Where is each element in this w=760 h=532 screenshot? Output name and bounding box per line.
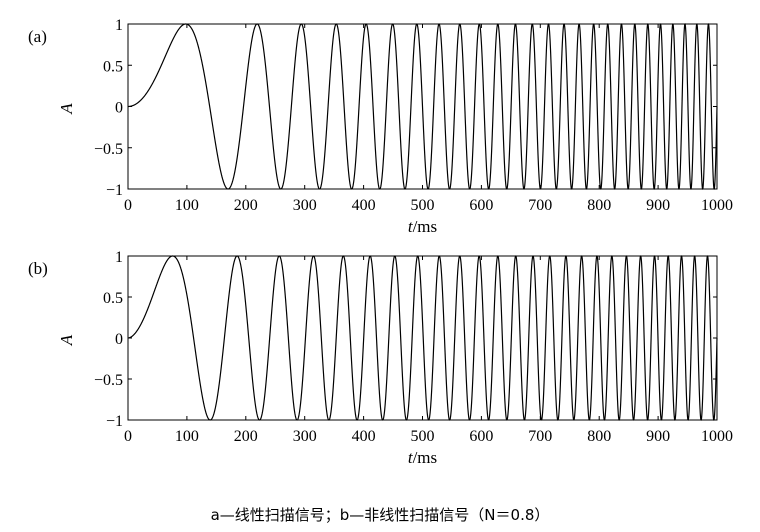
x-tick-label: 0	[124, 197, 132, 214]
x-tick-label: 200	[234, 428, 258, 445]
signal-line	[128, 255, 718, 421]
panel-label: (a)	[28, 27, 47, 46]
x-tick-label: 100	[175, 428, 199, 445]
x-tick-label: 200	[234, 197, 258, 214]
x-tick-label: 500	[411, 428, 435, 445]
x-tick-label: 1000	[701, 428, 733, 445]
x-tick-label: 800	[587, 197, 611, 214]
figure-caption: a—线性扫描信号；b—非线性扫描信号（N＝0.8）	[210, 506, 550, 524]
x-tick-label: 800	[587, 428, 611, 445]
x-tick-label: 900	[646, 197, 670, 214]
y-tick-label: 0.5	[103, 58, 123, 75]
y-tick-label: 1	[115, 249, 123, 266]
x-axis-label: t/ms	[408, 448, 437, 467]
panel-label: (b)	[28, 259, 48, 278]
x-tick-label: 600	[469, 197, 493, 214]
chart-panel-1: 0 100 200 300 400 500 600 700 800 900 1000 1 0.5 0 −0.…	[28, 17, 733, 236]
x-tick-label: 300	[293, 197, 317, 214]
x-tick-label: 600	[469, 428, 493, 445]
y-tick-label: 1	[115, 17, 123, 34]
y-tick-label: 0.5	[103, 290, 123, 307]
x-tick-label: 100	[175, 197, 199, 214]
x-tick-label: 0	[124, 428, 132, 445]
x-tick-label: 700	[528, 428, 552, 445]
x-axis-label: t/ms	[408, 217, 437, 236]
y-tick-label: −0.5	[94, 372, 123, 389]
chart-panel-2: 0 100 200 300 400 500 600 700 800 900 1000 1 0.5 0 −0.…	[28, 249, 733, 467]
x-tick-label: 500	[411, 197, 435, 214]
x-tick-label: 400	[352, 428, 376, 445]
y-axis-label: A	[57, 103, 76, 115]
y-tick-label: 0	[115, 331, 123, 348]
x-tick-label: 700	[528, 197, 552, 214]
y-tick-label: −0.5	[94, 141, 123, 158]
x-tick-label: 900	[646, 428, 670, 445]
y-tick-label: 0	[115, 100, 123, 117]
y-axis-label: A	[57, 334, 76, 346]
y-tick-label: −1	[106, 413, 123, 430]
x-tick-label: 300	[293, 428, 317, 445]
signal-line	[128, 23, 718, 190]
x-tick-label: 400	[352, 197, 376, 214]
x-tick-label: 1000	[701, 197, 733, 214]
y-tick-label: −1	[106, 182, 123, 199]
